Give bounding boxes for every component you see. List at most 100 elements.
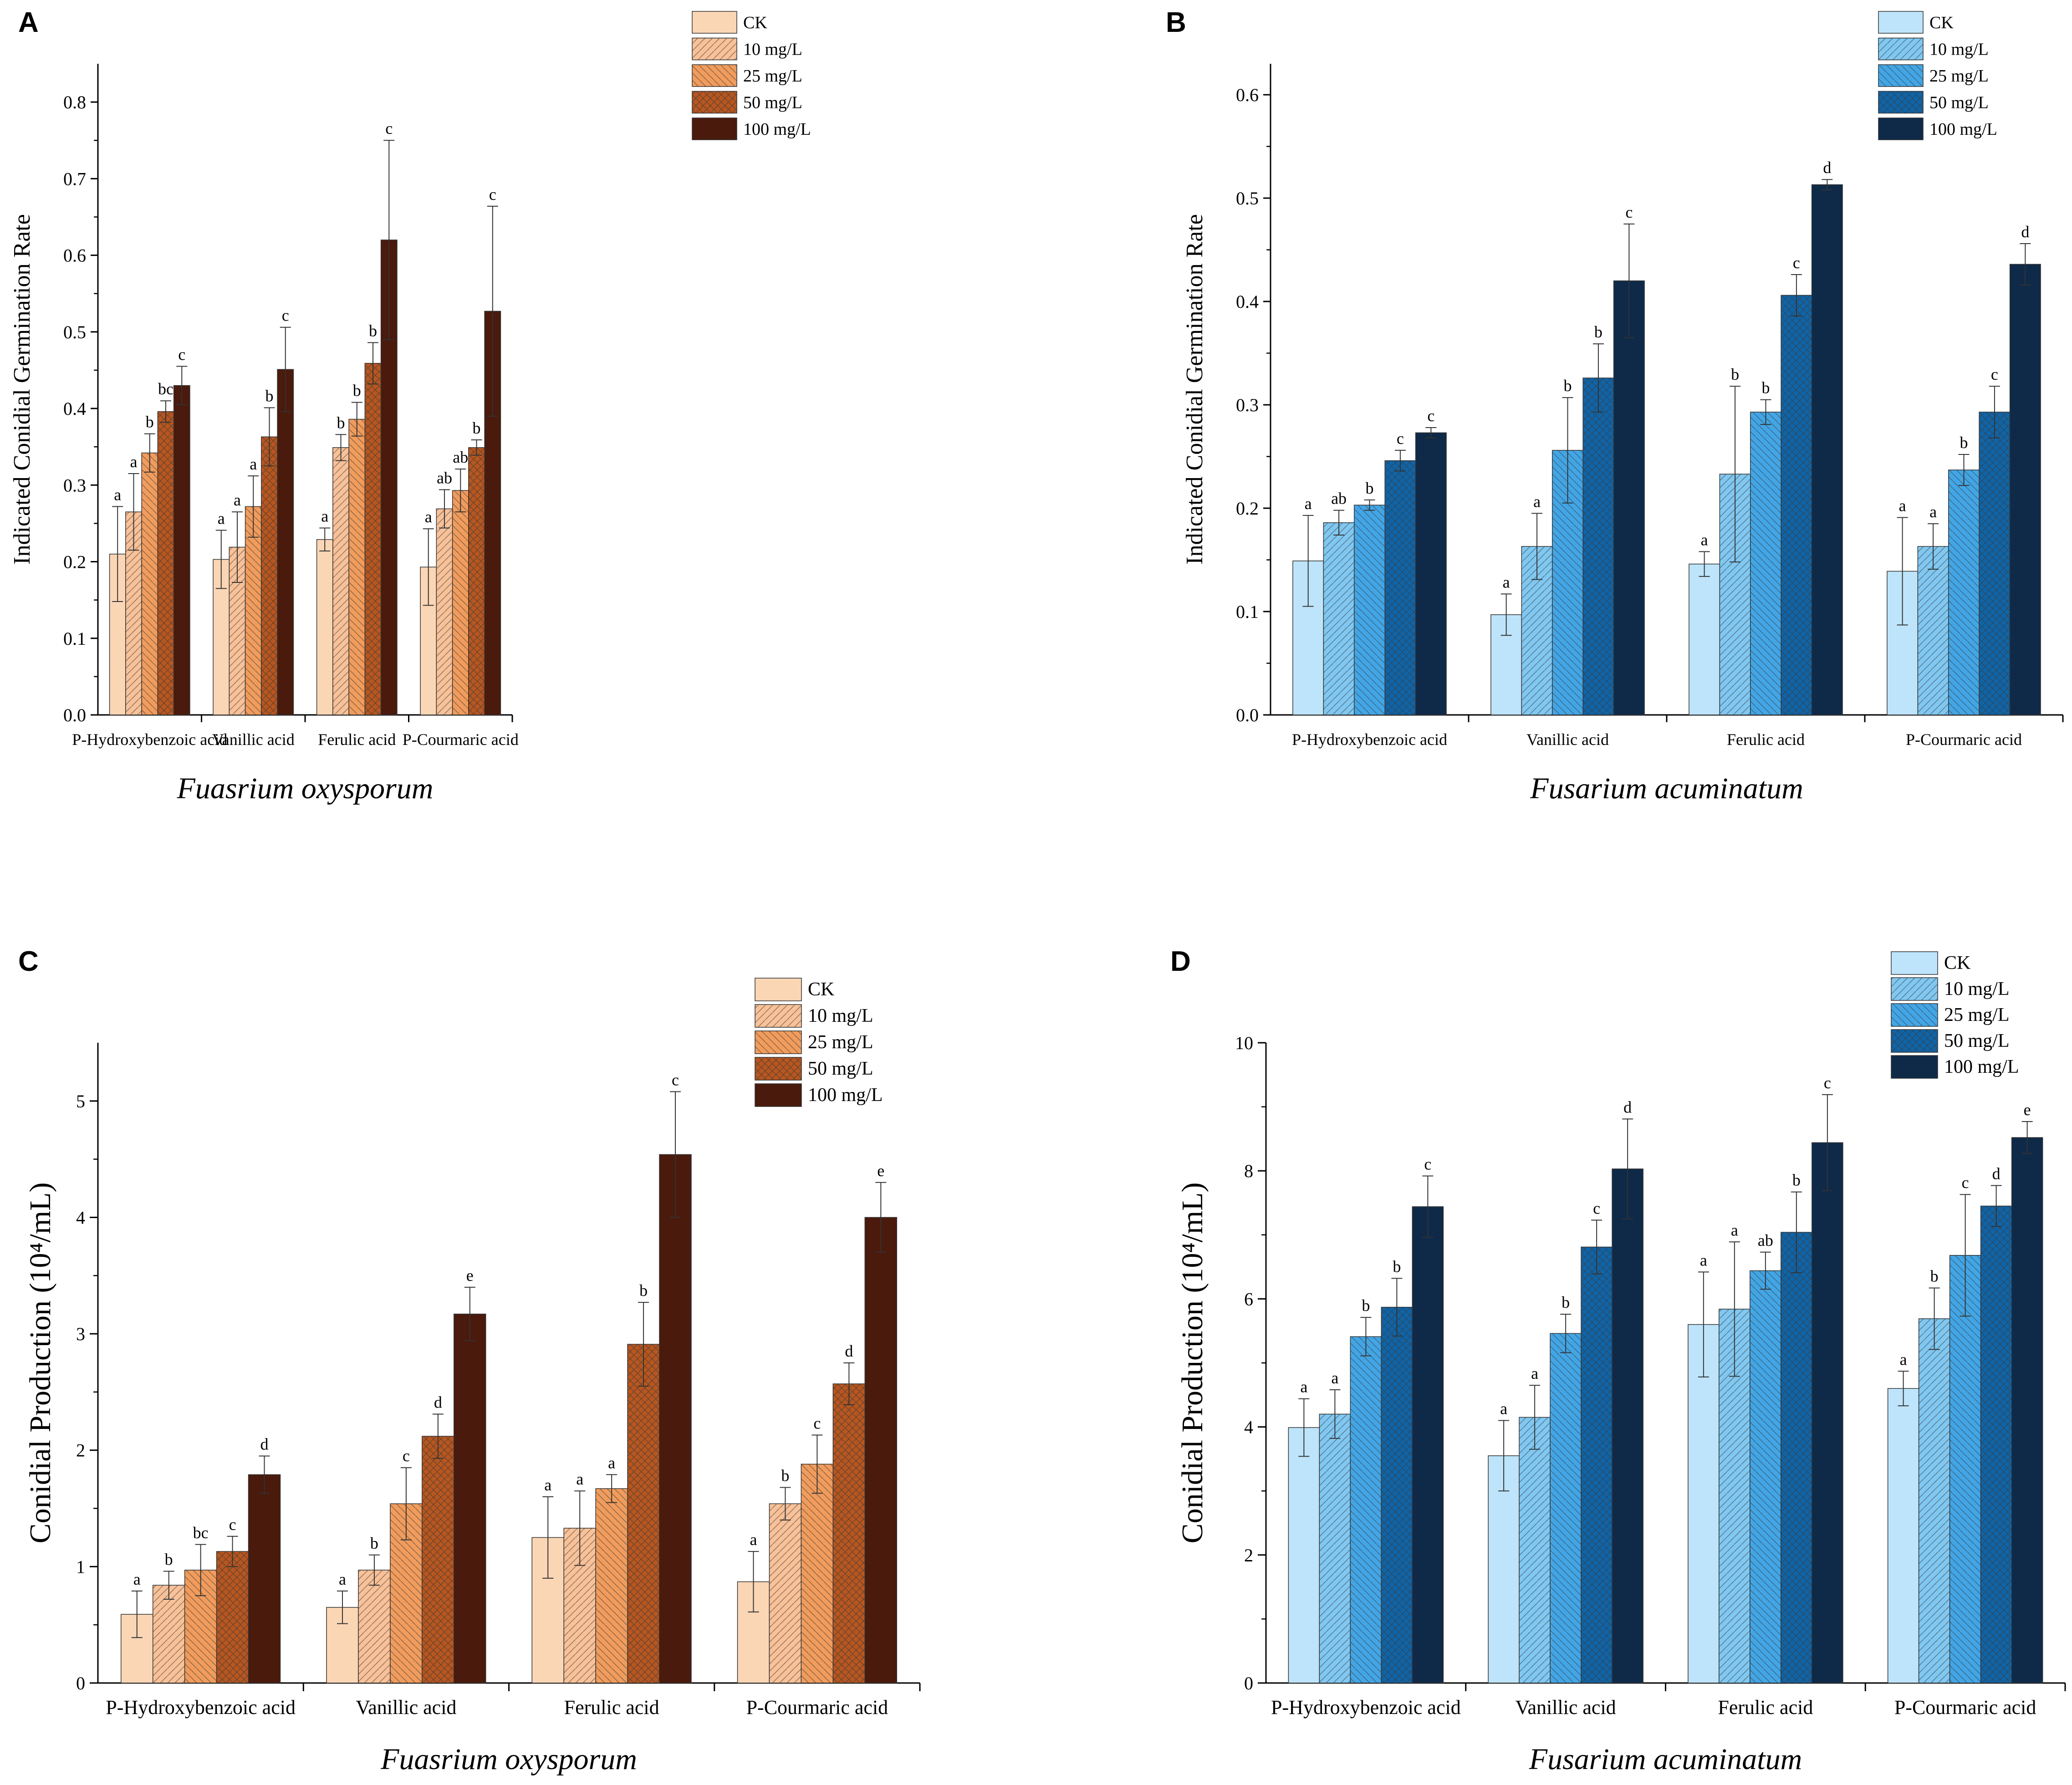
bar	[1917, 546, 1949, 715]
legend-swatch	[692, 117, 737, 140]
panel-letter: D	[1170, 946, 1191, 977]
significance-letter: d	[845, 1342, 853, 1360]
bar	[454, 1313, 486, 1683]
bar	[832, 1383, 866, 1683]
bar	[1550, 1333, 1582, 1683]
legend-label: 100 mg/L	[743, 120, 811, 139]
significance-letter: c	[1962, 1173, 1969, 1192]
y-tick-label: 0	[1244, 1673, 1253, 1693]
category-label: Ferulic acid	[318, 730, 396, 749]
legend-swatch	[755, 1057, 802, 1081]
significance-letter: b	[1564, 377, 1572, 395]
panel-letter: C	[18, 946, 39, 977]
bar	[216, 1551, 249, 1683]
significance-letter: ab	[1331, 490, 1347, 508]
bar	[468, 447, 485, 715]
bar	[1980, 1205, 2012, 1683]
bar	[1781, 295, 1812, 715]
significance-letter: c	[178, 346, 185, 364]
significance-letter: a	[234, 491, 241, 509]
category-label: Ferulic acid	[564, 1696, 659, 1719]
y-tick-label: 3	[76, 1324, 85, 1344]
bar	[1288, 1427, 1320, 1683]
category-label: Vanillic acid	[1526, 730, 1609, 749]
y-tick-label: 0.4	[1236, 291, 1259, 312]
significance-letter: a	[114, 485, 121, 504]
bar	[364, 363, 382, 715]
legend-swatch	[692, 64, 737, 87]
legend-label: 100 mg/L	[808, 1085, 883, 1106]
significance-letter: a	[1900, 1350, 1907, 1368]
category-label: Ferulic acid	[1718, 1696, 1813, 1719]
significance-letter: b	[1366, 479, 1374, 497]
significance-letter: d	[1623, 1098, 1632, 1116]
y-tick-label: 2	[1244, 1545, 1253, 1566]
y-tick-label: 6	[1244, 1289, 1253, 1309]
x-axis-title: Fuasrium oxysporum	[177, 772, 434, 805]
significance-letter: b	[473, 419, 481, 437]
significance-letter: a	[1500, 1400, 1507, 1418]
bar	[1519, 1417, 1551, 1683]
bar	[1689, 563, 1720, 715]
bar	[1949, 1255, 1981, 1683]
significance-letter: d	[2021, 223, 2029, 241]
significance-letter: bc	[158, 380, 174, 398]
significance-letter: a	[1731, 1221, 1738, 1239]
significance-letter: b	[165, 1550, 173, 1569]
significance-letter: b	[639, 1281, 648, 1300]
y-tick-label: 0.2	[1236, 498, 1259, 519]
significance-letter: a	[1331, 1369, 1338, 1387]
legend-label: 50 mg/L	[743, 93, 802, 112]
significance-letter: e	[2024, 1101, 2031, 1119]
bar	[1384, 460, 1416, 715]
significance-letter: d	[260, 1435, 269, 1454]
legend-label: 50 mg/L	[1944, 1030, 2010, 1051]
significance-letter: c	[403, 1447, 410, 1465]
significance-letter: b	[1562, 1293, 1570, 1311]
y-tick-label: 8	[1244, 1161, 1253, 1181]
significance-letter: a	[1305, 495, 1312, 513]
legend-label: 25 mg/L	[1944, 1005, 2010, 1025]
significance-letter: a	[1899, 496, 1906, 515]
bar	[1887, 1388, 1919, 1683]
category-label: P-Courmaric acid	[746, 1696, 888, 1719]
significance-letter: a	[250, 455, 257, 473]
legend-swatch	[1878, 11, 1924, 34]
significance-letter: c	[1427, 407, 1434, 425]
significance-letter: c	[229, 1515, 236, 1534]
significance-letter: a	[1533, 492, 1541, 510]
y-tick-label: 0.3	[1236, 395, 1259, 415]
y-tick-label: 0.2	[63, 552, 86, 572]
significance-letter: c	[672, 1071, 679, 1089]
legend-swatch	[1891, 977, 1938, 1001]
bar	[1582, 377, 1614, 715]
significance-letter: b	[353, 382, 361, 400]
panel-a: A 0.0 0.1 0.2 0.3 0.4 0.5 0.6 0.7 0.8 P-Hydroxyben…	[9, 7, 811, 805]
legend-label: 10 mg/L	[808, 1005, 873, 1026]
bar	[1811, 184, 1843, 715]
bar	[1948, 469, 1980, 715]
y-tick-label: 0	[76, 1673, 85, 1693]
bar	[436, 508, 453, 715]
significance-letter: a	[339, 1570, 346, 1588]
category-label: P-Courmaric acid	[1906, 730, 2022, 749]
y-tick-label: 0.1	[63, 628, 86, 649]
significance-letter: c	[1397, 429, 1404, 448]
significance-letter: a	[608, 1454, 615, 1472]
significance-letter: b	[337, 413, 345, 432]
y-tick-label: 0.3	[63, 475, 86, 495]
y-tick-label: 0.6	[63, 245, 86, 266]
significance-letter: c	[813, 1414, 821, 1432]
bar	[595, 1488, 628, 1683]
legend-swatch	[1891, 1055, 1938, 1079]
category-label: Vanillic acid	[1516, 1696, 1616, 1719]
significance-letter: a	[750, 1530, 757, 1549]
significance-letter: b	[265, 387, 274, 405]
legend-swatch	[755, 978, 802, 1001]
significance-letter: a	[321, 507, 328, 525]
legend-swatch	[1891, 1003, 1938, 1027]
x-axis-title: Fusarium acuminatum	[1529, 1743, 1802, 1776]
bar	[245, 506, 262, 715]
